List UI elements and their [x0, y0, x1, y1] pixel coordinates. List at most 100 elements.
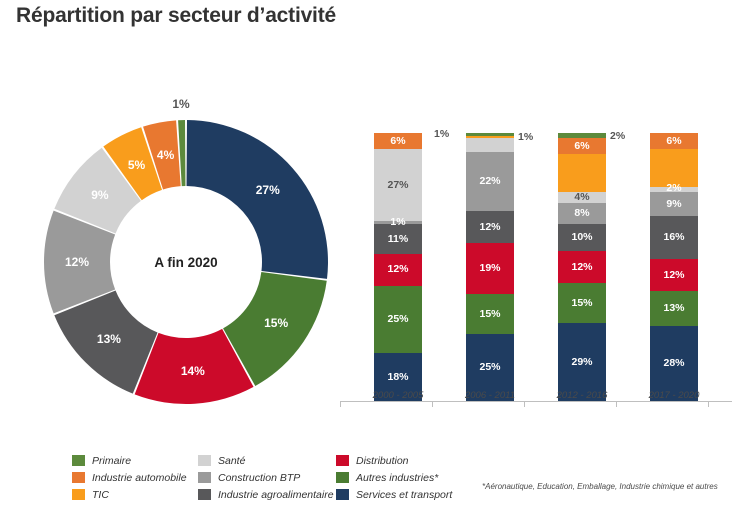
donut-label-sant: 9%: [91, 188, 109, 203]
bar-segment-2006-2011-sant: [466, 138, 514, 152]
page-title: Répartition par secteur d’activité: [16, 4, 336, 27]
legend-item-industrie-automobile[interactable]: Industrie automobile: [72, 469, 187, 486]
legend-swatch-services-et-transport: [336, 489, 349, 500]
legend-item-distribution[interactable]: Distribution: [336, 452, 452, 469]
bar-stack-2012-2016: 29% 15% 12% 10% 8% 4% 6%: [558, 133, 606, 401]
bar-segment-2012-2016-sant: 4%: [558, 192, 606, 203]
bar-segment-2017-2020-industrie-automobile: 6%: [650, 133, 698, 150]
bar-xlabel-2012-2016: 2012 - 2016: [556, 390, 608, 401]
legend-label-construction-btp: Construction BTP: [218, 471, 301, 484]
bar-axis-line: [340, 401, 732, 402]
bar-segment-2012-2016-tic: [558, 154, 606, 192]
bar-stack-2000-2005: 18% 25% 12% 11% 27% 6%: [374, 133, 422, 401]
legend-column-2: Santé Construction BTP Industrie agroalime…: [198, 452, 334, 503]
donut-slice-industrie-automobile: [143, 120, 181, 190]
legend-item-services-et-transport[interactable]: Services et transport: [336, 486, 452, 503]
bar-axis-tick-1: [432, 402, 433, 407]
bar-stack-2017-2020: 28% 13% 12% 16% 9% 6%: [650, 133, 698, 401]
bar-stack-2006-2011: 25% 15% 19% 12% 22%: [466, 133, 514, 401]
legend-swatch-autres-industries: [336, 472, 349, 483]
donut-slice-sant: [54, 147, 141, 234]
bar-segment-2000-2005-industrie-agroalimentaire: 11%: [374, 224, 422, 254]
bar-segment-2000-2005-autres-industries: 25%: [374, 285, 422, 353]
bar-xlabel-2006-2011: 2006 - 2011: [464, 390, 515, 401]
donut-label-tic: 5%: [127, 157, 146, 172]
bar-segment-2017-2020-industrie-agroalimentaire: 16%: [650, 216, 698, 259]
bar-segment-2000-2005-industrie-automobile: 6%: [374, 133, 422, 150]
legend-label-services-et-transport: Services et transport: [356, 488, 453, 501]
donut-slice-distribution: [134, 328, 254, 404]
bar-segment-2006-2011-autres-industries: 15%: [466, 293, 514, 334]
donut-label-industrie-agroalimentaire: 13%: [96, 332, 121, 347]
legend-swatch-tic: [72, 489, 85, 500]
bar-segment-2000-2005-distribution: 12%: [374, 253, 422, 286]
bar-column-2012-2016: 29% 15% 12% 10% 8% 4% 6% 2% 2012 - 2016: [536, 129, 628, 401]
bar-segment-2012-2016-autres-industries: 15%: [558, 283, 606, 324]
legend-swatch-industrie-automobile: [72, 472, 85, 483]
bar-segment-2006-2011-construction-btp: 22%: [466, 151, 514, 211]
bar-segment-2017-2020-distribution: 12%: [650, 258, 698, 292]
bar-label-2000-2005-construction-btp: 1%: [390, 215, 406, 228]
legend-swatch-distribution: [336, 455, 349, 466]
donut-slice-autres-industries: [223, 272, 327, 386]
footnote: *Aéronautique, Education, Emballage, Ind…: [482, 482, 718, 491]
legend-swatch-sante: [198, 455, 211, 466]
legend-item-industrie-agroalimentaire[interactable]: Industrie agroalimentaire: [198, 486, 334, 503]
legend-label-autres-industries: Autres industries*: [356, 471, 439, 484]
bar-segment-2017-2020-autres-industries: 13%: [650, 291, 698, 326]
legend-swatch-construction-btp: [198, 472, 211, 483]
legend-label-primaire: Primaire: [92, 454, 132, 467]
bar-axis-tick-4: [708, 402, 709, 407]
bar-segment-2017-2020-construction-btp: 9%: [650, 192, 698, 217]
legend-column-1: Primaire Industrie automobile TIC: [72, 452, 187, 503]
bar-segment-2006-2011-services-et-transport: 25%: [466, 334, 514, 401]
donut-label-distribution: 14%: [180, 363, 205, 378]
bar-axis-tick-0: [340, 402, 341, 407]
donut-slices: [43, 120, 328, 404]
legend-label-industrie-agroalimentaire: Industrie agroalimentaire: [218, 488, 334, 501]
donut-label-industrie-automobile: 4%: [156, 147, 175, 162]
donut-label-services-et-transport: 27%: [255, 182, 280, 197]
bar-column-2000-2005: 18% 25% 12% 11% 27% 6% 1% 2000 - 2005: [352, 133, 444, 401]
legend-item-autres-industries[interactable]: Autres industries*: [336, 469, 452, 486]
donut-slice-services-et-transport: [186, 120, 328, 279]
bar-segment-2006-2011-primaire: [466, 133, 514, 136]
bar-segment-2012-2016-industrie-agroalimentaire: 10%: [558, 224, 606, 251]
stacked-bar-chart: 18% 25% 12% 11% 27% 6% 1% 2000 - 2005 25% 15% 19% 1…: [340, 112, 732, 424]
donut-slice-construction-btp: [43, 210, 116, 314]
bar-axis-tick-3: [616, 402, 617, 407]
bar-axis-tick-2: [524, 402, 525, 407]
bar-segment-2006-2011-distribution: 19%: [466, 242, 514, 294]
legend-label-distribution: Distribution: [356, 454, 409, 467]
bar-segment-2012-2016-primaire: [558, 133, 606, 139]
bar-segment-2006-2011-tic: [466, 135, 514, 139]
bar-segment-2012-2016-services-et-transport: 29%: [558, 323, 606, 401]
legend-item-primaire[interactable]: Primaire: [72, 452, 187, 469]
bar-column-2006-2011: 25% 15% 19% 12% 22% 1% 1% 2006 - 2011: [434, 128, 536, 401]
legend-item-tic[interactable]: TIC: [72, 486, 187, 503]
bar-label-2017-2020-sant: 2%: [666, 182, 682, 195]
donut-slice-industrie-agroalimentaire: [54, 290, 158, 394]
bar-segment-2017-2020-tic: [650, 149, 698, 187]
bar-segment-2017-2020-sant: [650, 186, 698, 192]
donut-slice-tic: [103, 127, 163, 201]
bar-label-2006-2011-primaire: 1%: [434, 128, 450, 141]
bar-xlabel-2017-2020: 2017 - 2020: [648, 390, 700, 401]
donut-chart-svg: [43, 120, 328, 404]
legend-column-3: Distribution Autres industries* Services e…: [336, 452, 452, 503]
donut-label-construction-btp: 12%: [64, 255, 90, 269]
bar-segment-2006-2011-industrie-agroalimentaire: 12%: [466, 210, 514, 243]
bar-segment-2017-2020-services-et-transport: 28%: [650, 325, 698, 401]
bar-segment-2000-2005-sant: 27%: [374, 149, 422, 222]
bar-column-2017-2020: 28% 13% 12% 16% 9% 6% 2% 2017 - 2020: [628, 133, 720, 401]
legend-label-tic: TIC: [92, 488, 109, 501]
bar-segment-2012-2016-industrie-automobile: 6%: [558, 138, 606, 155]
bar-label-2012-2016-primaire: 2%: [610, 129, 626, 142]
legend-item-sante[interactable]: Santé: [198, 452, 334, 469]
legend-item-construction-btp[interactable]: Construction BTP: [198, 469, 334, 486]
legend-swatch-primaire: [72, 455, 85, 466]
legend-swatch-industrie-agroalimentaire: [198, 489, 211, 500]
donut-slice-primaire: [178, 120, 186, 187]
bar-segment-2000-2005-services-et-transport: 18%: [374, 352, 422, 401]
legend-label-industrie-automobile: Industrie automobile: [92, 471, 187, 484]
